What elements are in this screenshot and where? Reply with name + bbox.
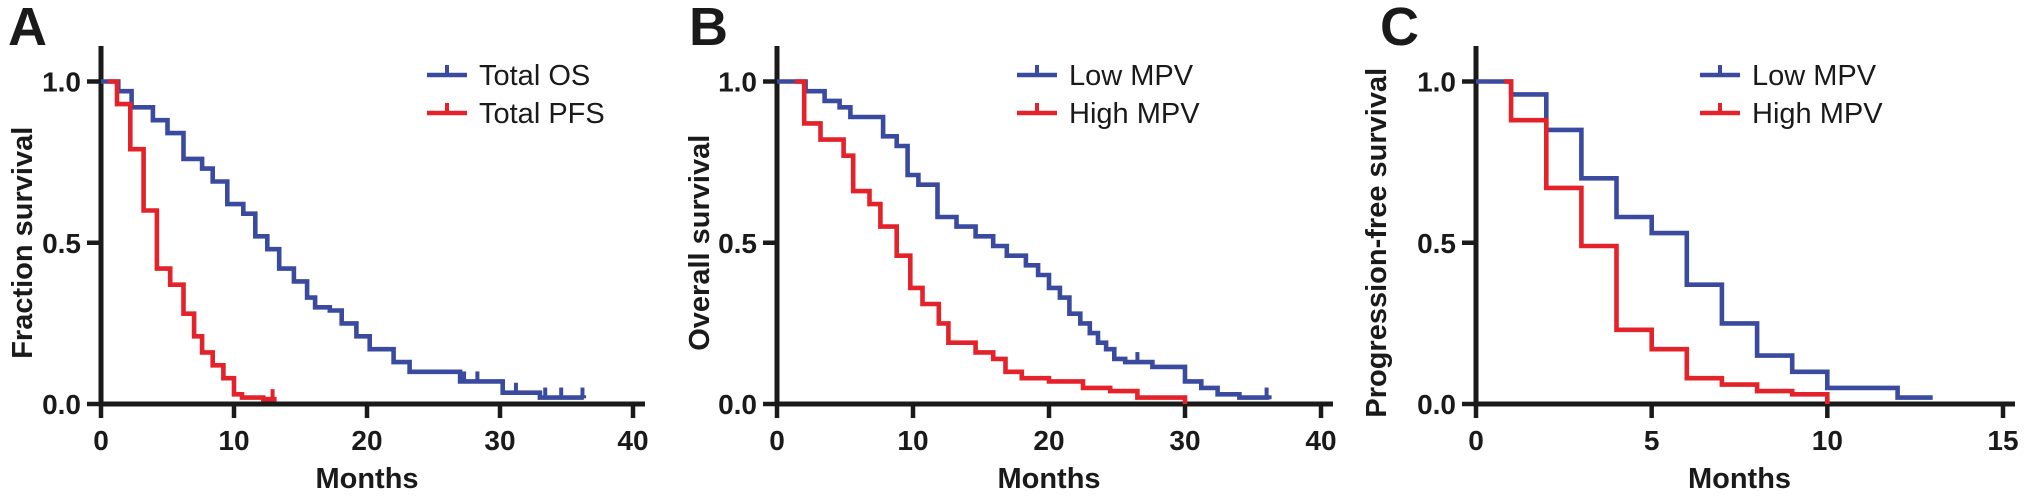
panel-b: B 0 10 20 30 40 1.0 0.5 0.0 Months Overall surviv…: [677, 0, 1354, 498]
legend-label: High MPV: [1069, 98, 1200, 130]
legend: Low MPV High MPV: [1017, 60, 1200, 130]
panel-c-chart: 0 5 10 15 1.0 0.5 0.0 Months Progression-free su…: [1361, 46, 2019, 495]
y-tick-label: 0.5: [718, 228, 757, 259]
panel-b-label: B: [689, 0, 728, 57]
x-tick-label: 20: [351, 425, 382, 456]
x-tick-label: 40: [1305, 425, 1336, 456]
survival-curve-total-pfs: [107, 79, 277, 402]
x-tick-label: 10: [1812, 425, 1843, 456]
survival-curve-low-mpv: [777, 79, 1272, 400]
panel-c: C 0 5 10 15 1.0 0.5 0.0 Months Progression-free …: [1354, 0, 2031, 498]
panel-c-label: C: [1380, 0, 1419, 57]
x-tick-label: 10: [897, 425, 928, 456]
x-tick-label: 5: [1644, 425, 1660, 456]
panel-a-label: A: [8, 0, 47, 57]
x-axis-title: Months: [997, 463, 1100, 495]
y-tick-label: 0.5: [42, 228, 81, 259]
legend-label: Low MPV: [1752, 60, 1877, 92]
x-tick-label: 0: [769, 425, 785, 456]
x-tick-label: 0: [93, 425, 109, 456]
x-tick-label: 30: [1169, 425, 1200, 456]
survival-curve-total-os: [101, 79, 587, 400]
legend: Low MPV High MPV: [1700, 60, 1883, 130]
legend-label: Low MPV: [1069, 60, 1194, 92]
x-tick-label: 0: [1468, 425, 1484, 456]
x-tick-label: 20: [1033, 425, 1064, 456]
survival-curve-high-mpv: [1504, 79, 1830, 404]
y-tick-label: 0.0: [42, 389, 81, 420]
y-tick-label: 1.0: [718, 67, 757, 98]
survival-curve-high-mpv: [794, 79, 1188, 404]
x-tick-label: 30: [484, 425, 515, 456]
x-tick-label: 10: [218, 425, 249, 456]
x-axis-title: Months: [315, 463, 418, 495]
y-tick-label: 1.0: [1417, 67, 1456, 98]
y-tick-label: 1.0: [42, 67, 81, 98]
legend-label: Total OS: [479, 60, 590, 92]
legend-label: Total PFS: [479, 98, 605, 130]
legend: Total OS Total PFS: [427, 60, 605, 130]
x-axis-title: Months: [1688, 463, 1791, 495]
panel-b-chart: 0 10 20 30 40 1.0 0.5 0.0 Months Overall survival…: [684, 46, 1337, 495]
y-tick-label: 0.0: [718, 389, 757, 420]
y-axis-title: Overall survival: [684, 135, 716, 351]
x-tick-label: 40: [617, 425, 648, 456]
y-axis-title: Progression-free survival: [1361, 68, 1393, 418]
y-tick-label: 0.5: [1417, 228, 1456, 259]
panel-a-chart: 0 10 20 30 40 1.0 0.5 0.0 Months Fraction surviva…: [7, 46, 649, 495]
y-axis-title: Fraction survival: [7, 127, 39, 359]
y-tick-label: 0.0: [1417, 389, 1456, 420]
panel-a: A 0 10 20 30 40 1.0 0.5 0.0 Months Fraction survi…: [0, 0, 677, 498]
legend-label: High MPV: [1752, 98, 1883, 130]
x-tick-label: 15: [1987, 425, 2018, 456]
